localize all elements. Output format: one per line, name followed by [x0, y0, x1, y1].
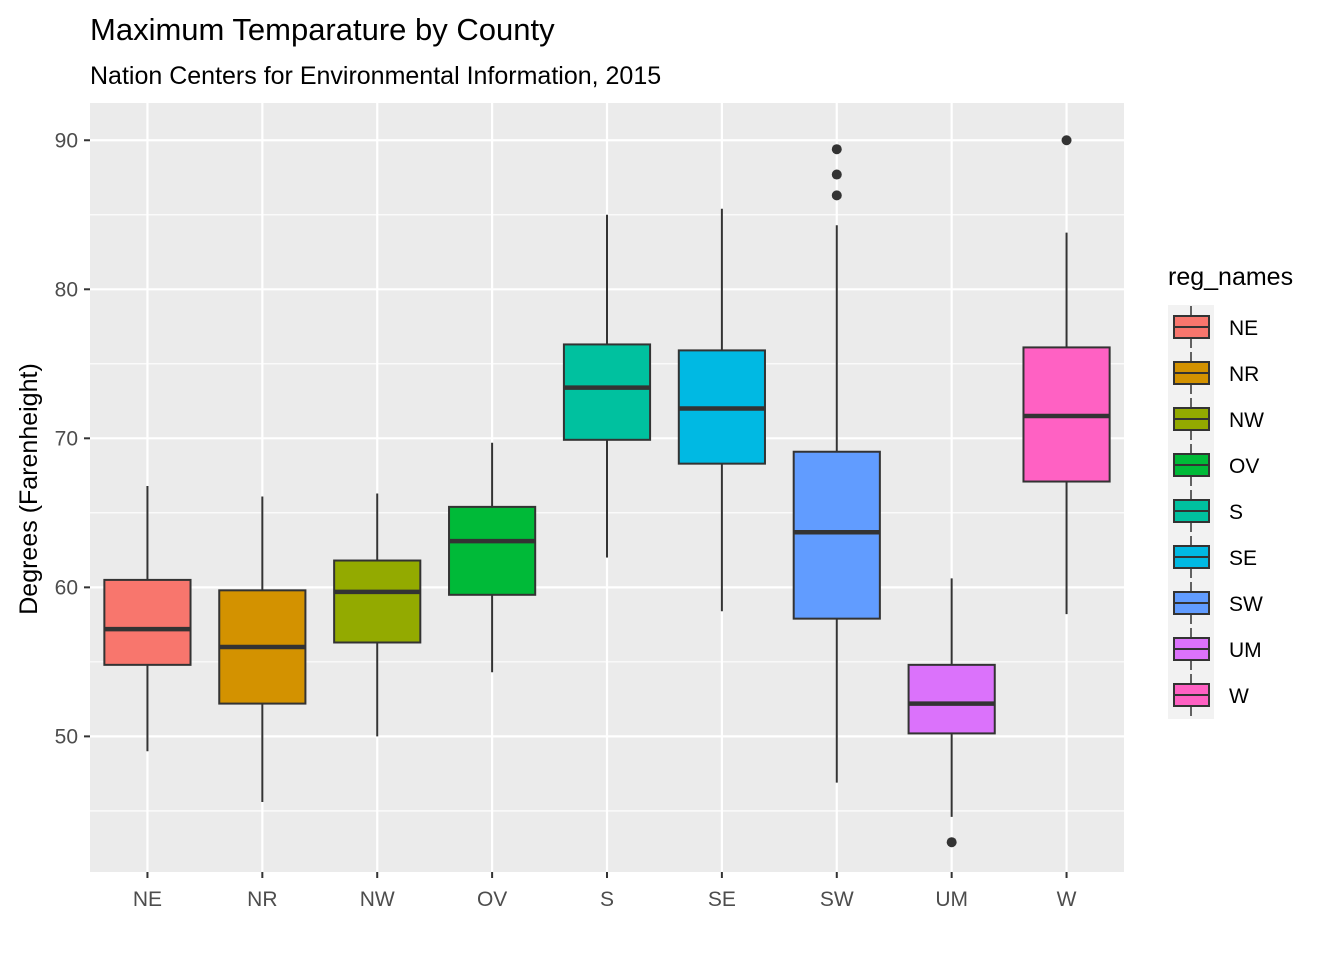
- plot-panel: 50 60 70 80 90 NE NR NW OV S SE SW UM W: [55, 103, 1124, 911]
- legend: reg_names NE NR NW OV S SE SW UM W: [1168, 263, 1293, 719]
- box-ov: [448, 442, 537, 673]
- x-tick-label: NE: [133, 888, 162, 911]
- box-iqr: [448, 505, 537, 596]
- y-tick-label: 60: [55, 576, 78, 599]
- y-tick-label: 80: [55, 278, 78, 301]
- legend-label: OV: [1229, 455, 1259, 478]
- box-um: [907, 578, 996, 848]
- x-tick-label: SW: [820, 888, 854, 911]
- legend-item-ov: OV: [1173, 444, 1259, 486]
- legend-item-nw: NW: [1173, 398, 1264, 440]
- legend-label: NW: [1229, 409, 1264, 432]
- legend-item-se: SE: [1173, 536, 1257, 578]
- legend-item-sw: SW: [1173, 582, 1263, 624]
- x-tick-label: S: [600, 888, 614, 911]
- chart-title: Maximum Temparature by County: [90, 12, 555, 47]
- box-iqr: [562, 343, 652, 441]
- outlier-point: [946, 837, 957, 848]
- legend-item-ne: NE: [1173, 306, 1258, 348]
- x-tick-label: SE: [708, 888, 736, 911]
- y-tick-label: 50: [55, 725, 78, 748]
- box-iqr: [333, 559, 422, 644]
- y-tick-label: 70: [55, 427, 78, 450]
- x-tick-label: OV: [477, 888, 507, 911]
- legend-label: NE: [1229, 317, 1258, 340]
- x-tick-label: NW: [360, 888, 395, 911]
- outlier-point: [831, 144, 842, 155]
- box-se: [677, 208, 766, 612]
- legend-label: W: [1229, 685, 1249, 708]
- legend-label: UM: [1229, 639, 1262, 662]
- legend-label: SE: [1229, 547, 1257, 570]
- outlier-point: [1061, 135, 1072, 146]
- box-nw: [333, 493, 422, 737]
- outlier-point: [831, 169, 842, 180]
- box-iqr: [907, 663, 996, 735]
- legend-label: NR: [1229, 363, 1259, 386]
- chart-subtitle: Nation Centers for Environmental Informa…: [90, 62, 661, 90]
- box-nr: [218, 496, 307, 802]
- legend-label: S: [1229, 501, 1243, 524]
- box-w: [1022, 135, 1111, 615]
- box-s: [562, 214, 652, 558]
- box-iqr: [792, 450, 881, 620]
- box-sw: [792, 144, 881, 783]
- x-tick-label: UM: [935, 888, 968, 911]
- x-tick-label: NR: [247, 888, 277, 911]
- legend-title: reg_names: [1168, 263, 1293, 291]
- box-iqr: [103, 578, 192, 666]
- x-tick-label: W: [1057, 888, 1077, 911]
- legend-label: SW: [1229, 593, 1263, 616]
- box-ne: [103, 486, 192, 752]
- legend-item-um: UM: [1173, 628, 1262, 670]
- y-tick-label: 90: [55, 129, 78, 152]
- outlier-point: [831, 190, 842, 201]
- legend-item-w: W: [1173, 674, 1249, 716]
- y-axis-label: Degrees (Farenheight): [15, 363, 43, 615]
- legend-item-s: S: [1173, 490, 1243, 532]
- legend-item-nr: NR: [1173, 352, 1259, 394]
